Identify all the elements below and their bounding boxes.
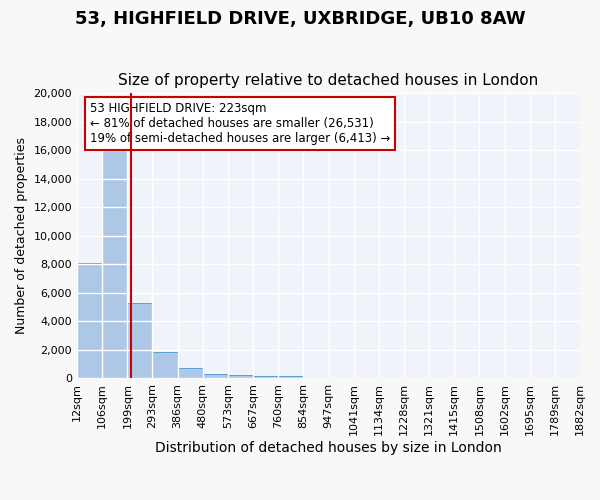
Y-axis label: Number of detached properties: Number of detached properties	[15, 138, 28, 334]
Bar	[178, 368, 203, 378]
Bar	[102, 143, 127, 378]
Text: 53 HIGHFIELD DRIVE: 223sqm
← 81% of detached houses are smaller (26,531)
19% of : 53 HIGHFIELD DRIVE: 223sqm ← 81% of deta…	[89, 102, 390, 145]
Bar	[278, 376, 304, 378]
Bar	[127, 303, 152, 378]
Bar	[203, 374, 228, 378]
Bar	[152, 352, 178, 378]
X-axis label: Distribution of detached houses by size in London: Distribution of detached houses by size …	[155, 441, 502, 455]
Title: Size of property relative to detached houses in London: Size of property relative to detached ho…	[118, 73, 539, 88]
Bar	[253, 376, 278, 378]
Bar	[228, 375, 253, 378]
Bar	[77, 263, 102, 378]
Text: 53, HIGHFIELD DRIVE, UXBRIDGE, UB10 8AW: 53, HIGHFIELD DRIVE, UXBRIDGE, UB10 8AW	[74, 10, 526, 28]
